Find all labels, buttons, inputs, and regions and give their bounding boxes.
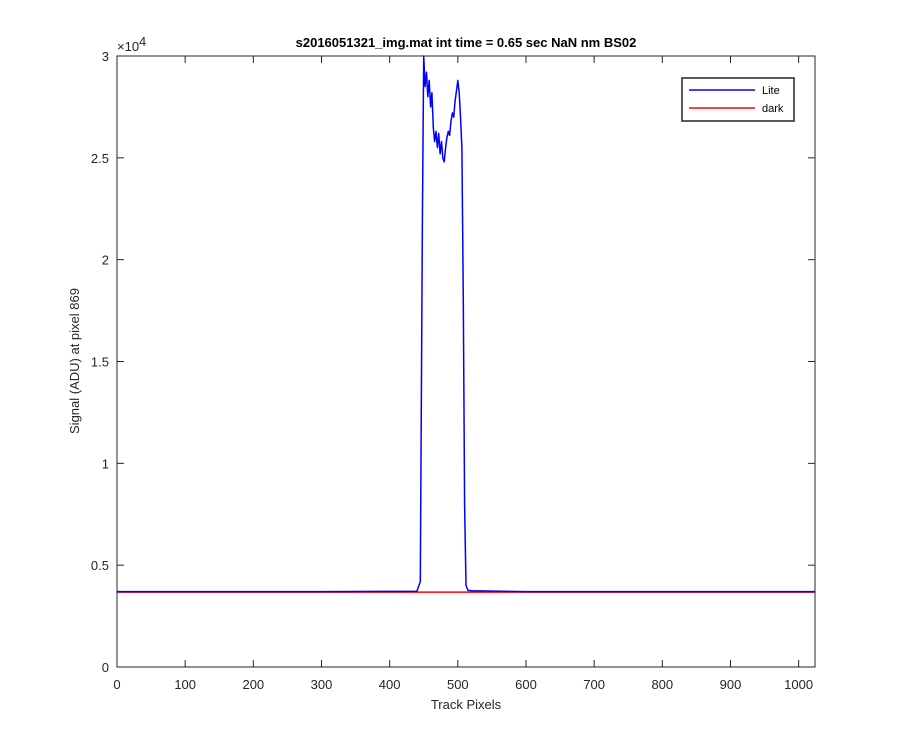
chart-title: s2016051321_img.mat int time = 0.65 sec … — [296, 35, 637, 50]
legend-label-dark: dark — [762, 103, 784, 115]
y-tick-label: 1.5 — [91, 355, 109, 370]
x-tick-label: 0 — [113, 677, 120, 692]
x-tick-label: 1000 — [784, 677, 813, 692]
y-axis-ticks: 0 0.5 1 1.5 2 2.5 3 — [91, 49, 815, 675]
y-tick-label: 2 — [102, 253, 109, 268]
y-exponent-base: ×10 — [117, 39, 139, 54]
x-tick-label: 400 — [379, 677, 401, 692]
legend-label-lite: Lite — [762, 85, 780, 97]
x-tick-label: 600 — [515, 677, 537, 692]
x-tick-label: 800 — [651, 677, 673, 692]
x-axis-ticks: 0 100 200 300 400 500 600 700 800 900 1000 — [113, 56, 813, 692]
y-tick-label: 2.5 — [91, 151, 109, 166]
x-tick-label: 500 — [447, 677, 469, 692]
series-layer — [117, 55, 815, 593]
x-tick-label: 900 — [720, 677, 742, 692]
y-tick-label: 0 — [102, 660, 109, 675]
y-exponent-label: ×10 4 — [117, 34, 146, 54]
y-tick-label: 0.5 — [91, 558, 109, 573]
y-tick-label: 3 — [102, 49, 109, 64]
y-axis-label: Signal (ADU) at pixel 869 — [67, 288, 82, 434]
y-exponent-power: 4 — [139, 34, 146, 49]
x-axis-label: Track Pixels — [431, 697, 502, 712]
x-tick-label: 300 — [311, 677, 333, 692]
x-tick-label: 700 — [583, 677, 605, 692]
y-tick-label: 1 — [102, 456, 109, 471]
legend: Lite dark — [681, 77, 795, 122]
x-tick-label: 100 — [174, 677, 196, 692]
x-tick-label: 200 — [242, 677, 264, 692]
legend-box — [681, 77, 795, 122]
series-line-lite — [117, 55, 815, 593]
